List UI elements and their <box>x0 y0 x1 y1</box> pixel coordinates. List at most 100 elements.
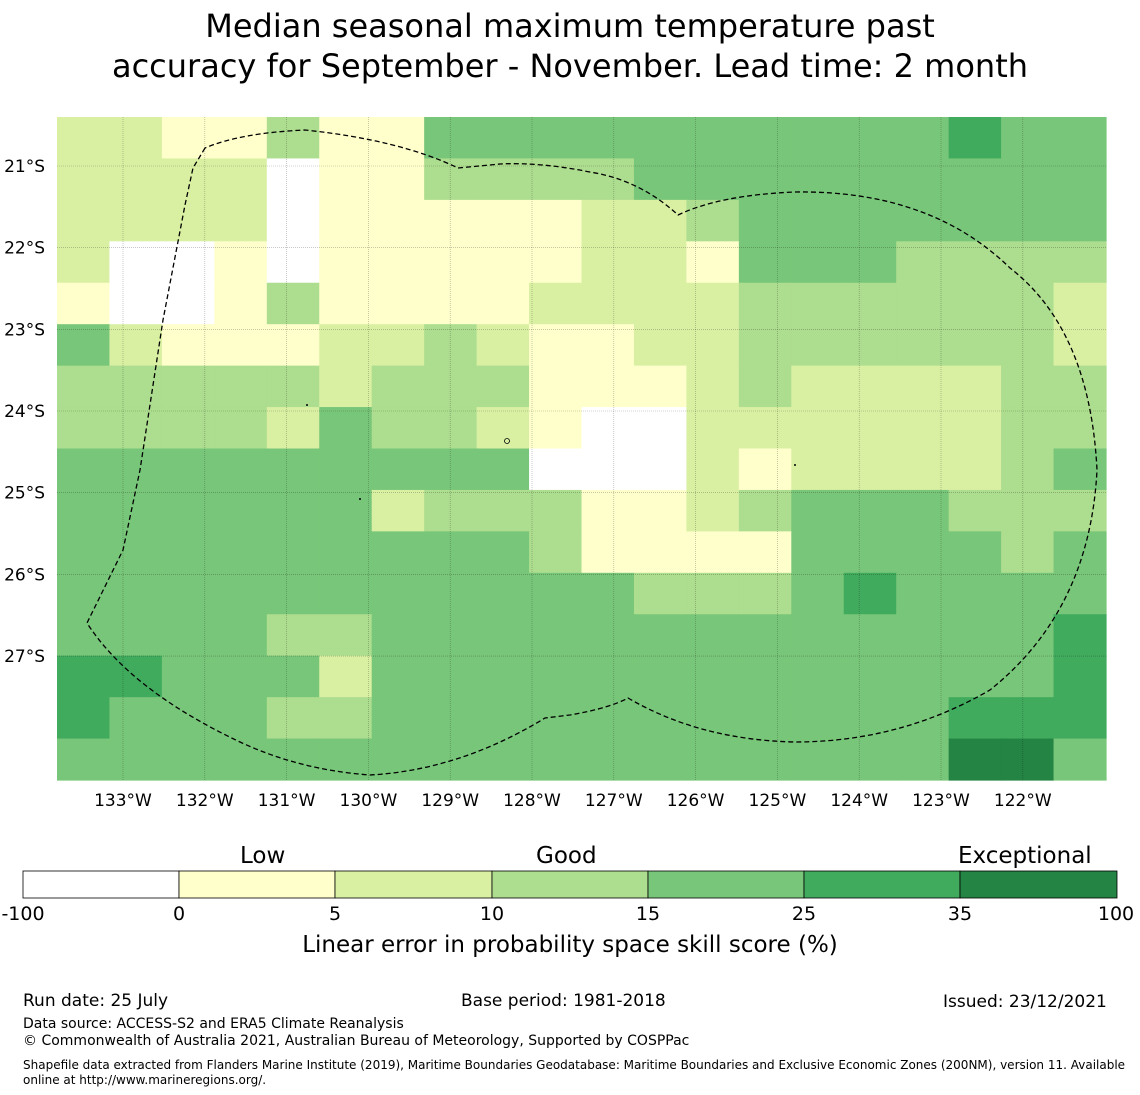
title-line-2: accuracy for September - November. Lead … <box>111 47 1029 85</box>
colorbar-tick: 10 <box>479 903 505 925</box>
skill-cell-5-10 <box>109 324 163 367</box>
skill-cell-15-25 <box>896 614 950 657</box>
skill-cell-15-25 <box>319 572 373 615</box>
skill-cell-10-15 <box>266 365 320 408</box>
skill-cell-15-25 <box>1001 199 1055 242</box>
skill-cell-15-25 <box>738 117 792 160</box>
skill-cell-0-5 <box>529 199 583 242</box>
skill-cell-15-25 <box>266 489 320 532</box>
skill-cell-5-10 <box>686 489 740 532</box>
skill-cell-15-25 <box>371 572 425 615</box>
skill-cell-15-25 <box>1001 158 1055 201</box>
skill-cell-10-15 <box>424 489 478 532</box>
skill-cell-15-25 <box>581 697 635 740</box>
skill-cell-15-25 <box>896 738 950 781</box>
skill-cell-15-25 <box>1053 572 1107 615</box>
colorbar-tick: 0 <box>172 903 186 925</box>
skill-cell-0-5 <box>214 282 268 325</box>
latitude-label: 24°S <box>4 402 45 422</box>
skill-cell-15-25 <box>843 241 897 284</box>
skill-cell-15-25 <box>1053 531 1107 574</box>
skill-cell-15-25 <box>896 489 950 532</box>
skill-cell-0-5 <box>581 489 635 532</box>
skill-cell-5-10 <box>791 448 845 491</box>
skill-cell-below-0 <box>633 407 687 450</box>
skill-cell-15-25 <box>686 738 740 781</box>
skill-cell-0-5 <box>371 241 425 284</box>
skill-cell-15-25 <box>109 489 163 532</box>
graticule <box>57 117 1106 780</box>
skill-cell-10-15 <box>686 572 740 615</box>
skill-cell-10-15 <box>529 489 583 532</box>
skill-cell-10-15 <box>371 365 425 408</box>
skill-cell-10-15 <box>948 324 1002 367</box>
skill-cell-0-5 <box>371 117 425 160</box>
colorbar-segment <box>22 870 180 899</box>
skill-cell-10-15 <box>581 158 635 201</box>
skill-cell-15-25 <box>1001 614 1055 657</box>
skill-cell-25-35 <box>1053 655 1107 698</box>
skill-cell-15-25 <box>896 117 950 160</box>
skill-cell-0-5 <box>738 531 792 574</box>
skill-cell-0-5 <box>529 241 583 284</box>
skill-cell-15-25 <box>109 697 163 740</box>
skill-cell-5-10 <box>633 324 687 367</box>
skill-cell-10-15 <box>843 324 897 367</box>
skill-cell-15-25 <box>424 697 478 740</box>
skill-cell-5-10 <box>633 282 687 325</box>
colorbar-segment <box>334 870 493 899</box>
longitude-label: 125°W <box>749 791 807 811</box>
data-source: Data source: ACCESS-S2 and ERA5 Climate … <box>23 1016 404 1032</box>
skill-cell-15-25 <box>843 738 897 781</box>
skill-cell-15-25 <box>476 531 530 574</box>
skill-cell-below-0 <box>581 448 635 491</box>
skill-cell-5-10 <box>791 407 845 450</box>
skill-cell-0-5 <box>214 241 268 284</box>
skill-cell-15-25 <box>843 158 897 201</box>
skill-cell-15-25 <box>476 448 530 491</box>
skill-cell-15-25 <box>319 738 373 781</box>
skill-cell-15-25 <box>529 697 583 740</box>
skill-cell-10-15 <box>686 199 740 242</box>
skill-cell-15-25 <box>371 655 425 698</box>
skill-cell-10-15 <box>161 365 215 408</box>
skill-cell-15-25 <box>791 158 845 201</box>
skill-cell-15-25 <box>843 117 897 160</box>
skill-cell-15-25 <box>581 738 635 781</box>
skill-cell-5-10 <box>109 158 163 201</box>
skill-cell-15-25 <box>57 614 111 657</box>
colorbar-segment <box>647 870 805 899</box>
skill-cell-0-5 <box>214 117 268 160</box>
skill-cell-15-25 <box>424 738 478 781</box>
skill-cell-10-15 <box>633 572 687 615</box>
skill-cell-10-15 <box>738 489 792 532</box>
skill-cell-15-25 <box>109 448 163 491</box>
skill-cell-below-0 <box>161 241 215 284</box>
skill-cell-5-10 <box>843 407 897 450</box>
skill-cell-10-15 <box>1001 241 1055 284</box>
skill-cell-15-25 <box>214 697 268 740</box>
longitude-label: 124°W <box>830 791 888 811</box>
skill-cell-10-15 <box>1001 448 1055 491</box>
skill-cell-5-10 <box>581 241 635 284</box>
island-markers <box>306 404 796 500</box>
island-marker <box>504 438 510 444</box>
skill-cell-below-0 <box>161 282 215 325</box>
skill-cell-15-25 <box>476 614 530 657</box>
skill-cell-10-15 <box>738 282 792 325</box>
skill-cell-10-15 <box>57 407 111 450</box>
skill-cell-below-0 <box>581 407 635 450</box>
longitude-label: 127°W <box>585 791 643 811</box>
skill-cell-5-10 <box>1053 324 1107 367</box>
skill-cell-10-15 <box>476 365 530 408</box>
skill-cell-0-5 <box>633 531 687 574</box>
skill-cell-10-15 <box>1001 282 1055 325</box>
skill-cell-15-25 <box>843 655 897 698</box>
map-title: Median seasonal maximum temperature past… <box>0 6 1140 86</box>
skill-cell-0-5 <box>529 365 583 408</box>
skill-cell-0-5 <box>581 531 635 574</box>
skill-cell-15-25 <box>161 655 215 698</box>
skill-cell-5-10 <box>319 365 373 408</box>
skill-cell-10-15 <box>424 158 478 201</box>
